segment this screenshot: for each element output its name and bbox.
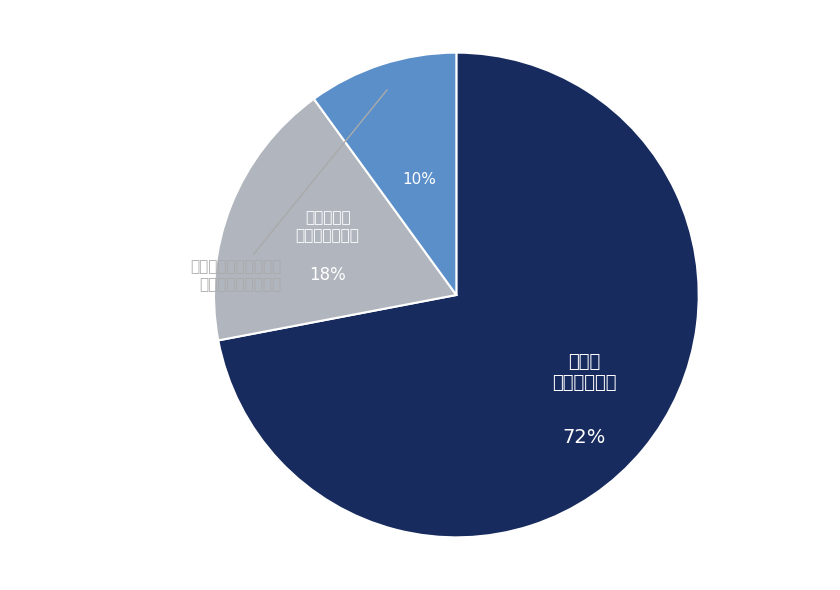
Text: 利用したことはあるが
今は利用していない: 利用したことはあるが 今は利用していない: [191, 90, 387, 292]
Text: 18%: 18%: [309, 266, 346, 284]
Text: 一度も利用
したことが無い: 一度も利用 したことが無い: [296, 211, 360, 242]
Text: 10%: 10%: [402, 172, 436, 187]
Wedge shape: [214, 99, 456, 340]
Wedge shape: [218, 53, 699, 537]
Wedge shape: [314, 53, 456, 295]
Text: 72%: 72%: [562, 428, 606, 447]
Text: 現在、
利用している: 現在、 利用している: [552, 353, 617, 392]
